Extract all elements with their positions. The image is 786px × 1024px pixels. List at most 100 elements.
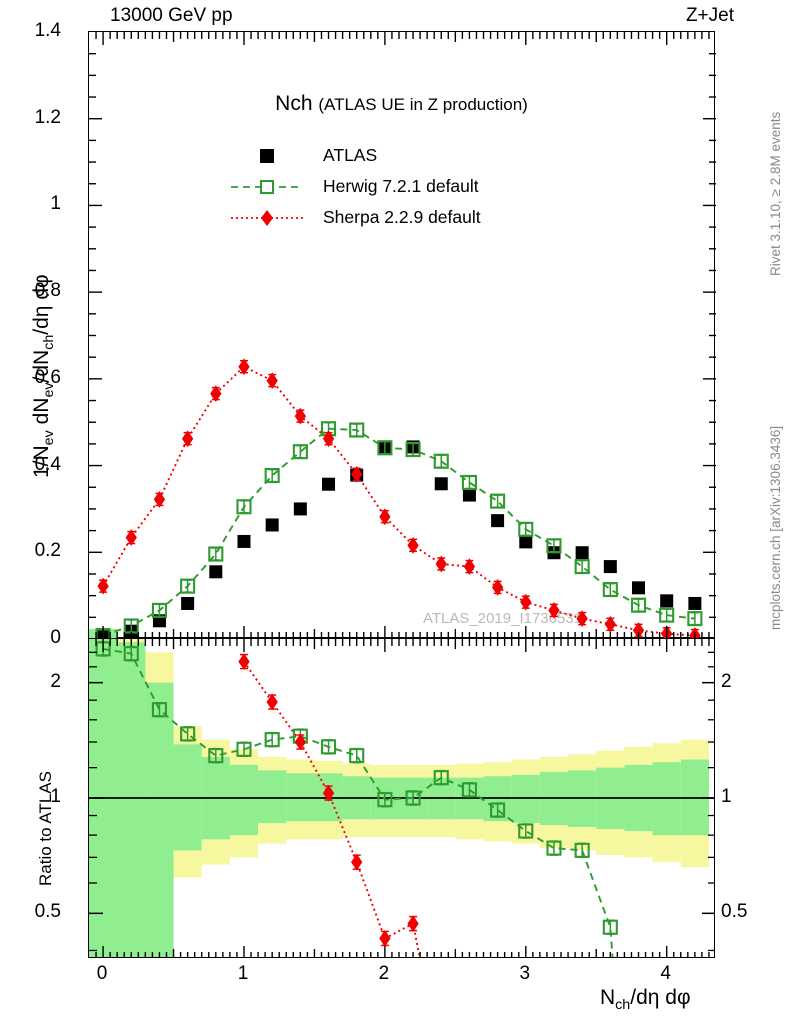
data-point — [630, 597, 647, 613]
data-point — [434, 477, 448, 491]
plot-title-main: Nch — [275, 92, 313, 115]
data-point — [266, 693, 278, 711]
analysis-watermark: ATLAS_2019_I1736531 — [423, 610, 583, 627]
ratio-ytick-right-1: 1 — [721, 785, 732, 807]
data-point — [548, 601, 560, 619]
data-point — [351, 853, 363, 871]
data-point — [351, 465, 363, 483]
data-point — [379, 930, 391, 947]
data-point — [574, 842, 590, 858]
data-point — [209, 565, 223, 579]
legend-label: Sherpa 2.2.9 default — [323, 207, 481, 227]
xtick-4: 4 — [660, 963, 671, 984]
data-point — [518, 823, 534, 839]
data-point — [236, 499, 252, 515]
plot-title: Nch (ATLAS UE in Z production) — [89, 92, 714, 116]
data-point — [379, 508, 391, 526]
data-point — [208, 748, 224, 764]
data-point — [574, 559, 590, 575]
data-point — [322, 784, 335, 802]
plot-title-sub: (ATLAS UE in Z production) — [318, 95, 528, 114]
legend-marker-filled-diamond — [219, 208, 315, 228]
data-point — [461, 474, 477, 491]
data-point — [153, 491, 166, 508]
data-point — [603, 560, 617, 574]
data-point — [151, 702, 167, 718]
data-point — [463, 558, 476, 575]
data-point — [237, 534, 251, 548]
beam-energy-label: 13000 GeV pp — [110, 5, 233, 26]
main-plot-area: Nch (ATLAS UE in Z production) ATLAS Herw… — [88, 31, 716, 639]
xtick-1: 1 — [237, 963, 249, 984]
xtick-2: 2 — [378, 963, 390, 984]
data-point — [322, 430, 335, 448]
data-point — [180, 726, 196, 742]
data-point — [238, 358, 250, 376]
ratio-ytick-right-0.5: 0.5 — [721, 901, 748, 923]
uncertainty-band-bin — [229, 764, 259, 836]
xtick-3: 3 — [519, 963, 531, 984]
legend-item-1: Herwig 7.2.1 default — [219, 171, 481, 202]
data-point — [602, 582, 618, 598]
data-point — [292, 444, 308, 460]
data-point — [320, 739, 337, 755]
series-line-herwig — [102, 427, 695, 637]
uncertainty-band-bin — [145, 682, 174, 957]
data-point — [632, 581, 646, 595]
data-point — [322, 477, 336, 491]
data-point — [238, 653, 250, 670]
ratio-line-sherpa — [243, 661, 421, 957]
uncertainty-band-bin — [258, 770, 287, 824]
data-point — [294, 733, 307, 751]
data-point — [266, 372, 278, 389]
data-point — [491, 579, 504, 596]
main-plot-canvas — [89, 32, 716, 639]
rivet-version-note: Rivet 3.1.10, ≥ 2.8M events — [768, 111, 783, 276]
xtick-0: 0 — [96, 963, 108, 984]
ratio-plot-area — [88, 638, 715, 958]
data-point — [377, 792, 393, 808]
data-point — [407, 915, 419, 933]
data-point — [462, 488, 476, 502]
data-point — [265, 518, 279, 532]
process-label: Z+Jet — [685, 5, 734, 26]
data-point — [602, 919, 618, 935]
data-point — [236, 741, 252, 757]
legend-item-0: ATLAS — [219, 140, 481, 171]
ratio-line-herwig — [102, 647, 614, 957]
mcplots-source-note: mcplots.cern.ch [arXiv:1306.3436] — [768, 425, 783, 630]
data-point — [687, 611, 703, 627]
legend-marker-open-square — [219, 177, 315, 197]
data-point — [575, 546, 589, 560]
data-point — [491, 514, 505, 528]
data-point — [520, 593, 532, 611]
data-point — [546, 840, 562, 856]
ratio-plot-canvas — [89, 639, 714, 957]
data-point — [688, 596, 702, 610]
data-point — [660, 594, 674, 608]
series-line-sherpa — [102, 365, 695, 637]
data-point — [659, 607, 675, 623]
data-point — [180, 578, 196, 594]
legend-label: Herwig 7.2.1 default — [323, 176, 479, 196]
data-point — [461, 782, 477, 798]
data-point — [490, 493, 506, 509]
data-point — [349, 748, 365, 764]
data-point — [123, 646, 139, 662]
data-point — [210, 385, 222, 402]
data-point — [208, 546, 224, 562]
data-point — [181, 596, 195, 610]
data-point — [546, 538, 562, 554]
x-axis-label: Nch/dη dφ — [600, 986, 691, 1014]
uncertainty-band-bin — [511, 774, 540, 824]
data-point — [294, 407, 307, 425]
uncertainty-band-bin — [117, 642, 146, 957]
data-point — [632, 621, 645, 639]
data-point — [264, 467, 280, 484]
data-point — [151, 602, 167, 618]
legend-item-2: Sherpa 2.2.9 default — [219, 202, 481, 233]
data-point — [604, 615, 616, 633]
data-point — [181, 430, 194, 448]
legend-marker-filled-square — [219, 146, 315, 166]
